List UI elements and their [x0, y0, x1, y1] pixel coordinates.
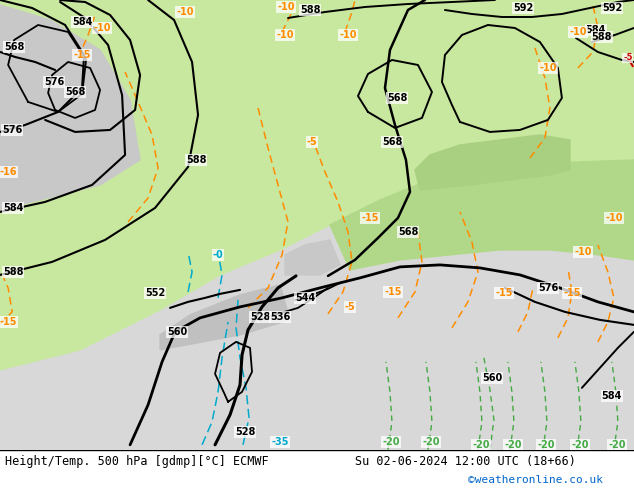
Polygon shape: [285, 240, 340, 275]
Text: Height/Temp. 500 hPa [gdmp][°C] ECMWF: Height/Temp. 500 hPa [gdmp][°C] ECMWF: [5, 455, 269, 468]
Text: -15: -15: [361, 213, 378, 223]
Text: 592: 592: [513, 3, 533, 13]
Text: -20: -20: [504, 440, 522, 450]
Text: -10: -10: [93, 23, 111, 33]
Text: 552: 552: [145, 288, 165, 298]
Text: 588: 588: [300, 5, 320, 15]
Text: 528: 528: [235, 427, 256, 437]
Text: 568: 568: [382, 137, 402, 147]
Text: 560: 560: [167, 327, 187, 337]
Text: 568: 568: [398, 227, 418, 237]
Text: 568: 568: [65, 87, 86, 97]
Text: Su 02-06-2024 12:00 UTC (18+66): Su 02-06-2024 12:00 UTC (18+66): [355, 455, 576, 468]
Polygon shape: [415, 135, 570, 190]
Text: -10: -10: [605, 213, 623, 223]
Text: -16: -16: [0, 167, 17, 177]
Text: 576: 576: [44, 77, 64, 87]
Text: 568: 568: [387, 93, 407, 103]
Text: -5: -5: [345, 302, 356, 312]
Text: -20: -20: [571, 440, 588, 450]
Text: -15: -15: [495, 288, 513, 298]
Text: 560: 560: [482, 373, 502, 383]
Text: 576: 576: [2, 125, 22, 135]
Text: 536: 536: [270, 312, 290, 322]
Text: -0: -0: [212, 250, 223, 260]
Text: -10: -10: [277, 2, 295, 12]
Text: -10: -10: [176, 7, 194, 17]
Text: -10: -10: [276, 30, 294, 40]
Text: -20: -20: [472, 440, 489, 450]
Text: 592: 592: [602, 3, 622, 13]
Text: ©weatheronline.co.uk: ©weatheronline.co.uk: [468, 475, 603, 485]
Text: -10: -10: [339, 30, 357, 40]
Polygon shape: [0, 5, 140, 210]
Text: 588: 588: [592, 32, 612, 42]
Text: -20: -20: [608, 440, 626, 450]
Text: 588: 588: [3, 267, 23, 277]
Polygon shape: [330, 160, 634, 270]
Text: -10: -10: [569, 27, 586, 37]
Text: -15: -15: [0, 317, 17, 327]
Text: 588: 588: [186, 155, 206, 165]
Text: -20: -20: [537, 440, 555, 450]
Text: 584: 584: [586, 25, 606, 35]
Text: -10: -10: [539, 63, 557, 73]
Polygon shape: [160, 285, 290, 350]
Text: -15: -15: [74, 50, 91, 60]
Text: 584: 584: [72, 17, 93, 27]
Text: 584: 584: [3, 203, 23, 213]
Text: 576: 576: [538, 283, 558, 293]
Text: 544: 544: [295, 293, 315, 303]
Text: -15: -15: [384, 287, 402, 297]
Text: 568: 568: [4, 42, 24, 52]
Polygon shape: [0, 0, 634, 370]
Text: -15: -15: [563, 288, 581, 298]
Text: -5: -5: [307, 137, 318, 147]
Text: -10: -10: [574, 247, 592, 257]
Text: -35: -35: [271, 437, 288, 447]
Text: -5: -5: [623, 53, 633, 63]
Text: -20: -20: [422, 437, 440, 447]
Text: 584: 584: [602, 391, 622, 401]
Text: -20: -20: [382, 437, 399, 447]
Text: 528: 528: [250, 312, 270, 322]
